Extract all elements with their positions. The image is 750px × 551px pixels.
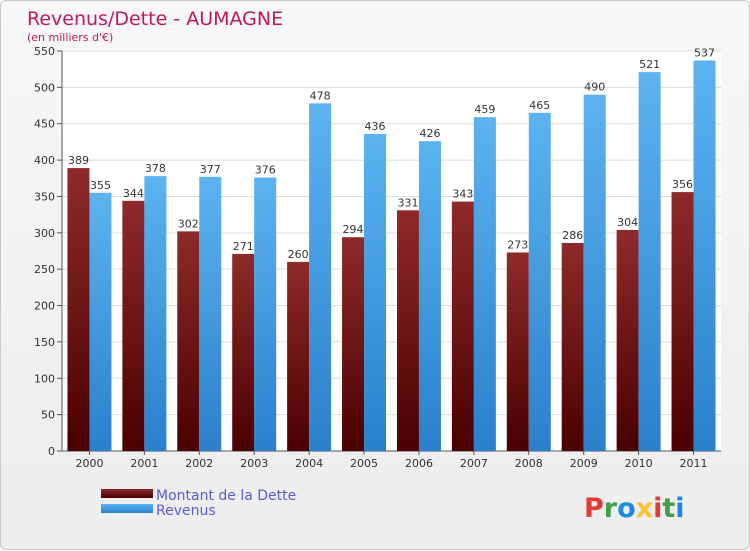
- x-tick-label: 2001: [130, 457, 158, 470]
- x-tick-label: 2000: [75, 457, 103, 470]
- legend-swatch-dette: [101, 489, 153, 498]
- legend-label-revenus: Revenus: [156, 503, 216, 519]
- data-label: 302: [178, 217, 199, 230]
- bar-revenus-2009: [583, 94, 606, 452]
- x-tick-label: 2003: [240, 457, 268, 470]
- bar-revenus-2008: [528, 112, 551, 452]
- x-tick-label: 2002: [185, 457, 213, 470]
- y-tick-label: 500: [34, 81, 55, 94]
- chart-title: Revenus/Dette - AUMAGNE: [27, 8, 283, 30]
- legend-label-dette: Montant de la Dette: [156, 488, 296, 504]
- y-tick-label: 50: [41, 409, 55, 422]
- logo-letter: t: [662, 493, 675, 524]
- bar-revenus-2011: [693, 60, 716, 452]
- x-tick-label: 2008: [515, 457, 543, 470]
- chart-subtitle: (en milliers d'€): [27, 31, 113, 44]
- y-tick-label: 150: [34, 336, 55, 349]
- data-label: 459: [474, 103, 495, 116]
- logo-letter: i: [653, 493, 662, 524]
- logo-letter: r: [604, 493, 618, 524]
- grid-lines: [62, 50, 721, 452]
- data-label: 294: [343, 223, 364, 236]
- data-label: 271: [233, 240, 254, 253]
- bar-dette-2008: [506, 252, 529, 451]
- data-label: 377: [200, 163, 221, 176]
- bar-dette-2003: [232, 253, 255, 451]
- data-label: 376: [255, 164, 276, 177]
- legend: Montant de la Dette Revenus: [101, 488, 296, 519]
- data-label: 331: [397, 196, 418, 209]
- bar-revenus-2010: [638, 72, 661, 451]
- bar-dette-2005: [342, 237, 365, 451]
- x-tick-label: 2004: [295, 457, 323, 470]
- data-label: 537: [694, 46, 715, 59]
- bar-dette-2004: [287, 261, 310, 451]
- bar-dette-2011: [671, 192, 694, 451]
- y-tick-label: 400: [34, 154, 55, 167]
- x-tick-label: 2010: [625, 457, 653, 470]
- bar-dette-2000: [67, 168, 90, 451]
- data-label: 356: [672, 178, 693, 191]
- plot-area: [62, 51, 721, 451]
- y-tick-label: 200: [34, 300, 55, 313]
- x-axis-ticks: 2000 2001 2002 2003 2004 2005 2006 2007 2008 2009…: [75, 451, 708, 470]
- bar-dette-2002: [177, 231, 200, 451]
- data-label: 378: [145, 162, 166, 175]
- proxiti-logo: Proxiti: [584, 493, 685, 524]
- y-tick-label: 350: [34, 190, 55, 203]
- data-label: 260: [288, 248, 309, 261]
- data-label: 286: [562, 229, 583, 242]
- data-label: 490: [584, 81, 605, 94]
- data-label: 304: [617, 216, 638, 229]
- data-label: 465: [529, 99, 550, 112]
- y-tick-label: 300: [34, 227, 55, 240]
- y-tick-label: 100: [34, 372, 55, 385]
- x-tick-label: 2011: [680, 457, 708, 470]
- logo-letter: x: [636, 493, 653, 524]
- data-label: 436: [365, 120, 386, 133]
- bar-dette-2001: [122, 200, 145, 451]
- bar-revenus-2002: [199, 176, 222, 451]
- data-label: 426: [419, 127, 440, 140]
- bar-dette-2009: [561, 243, 584, 451]
- data-label: 273: [507, 238, 528, 251]
- y-tick-label: 250: [34, 263, 55, 276]
- bar-revenus-2004: [309, 103, 332, 451]
- bar-revenus-2001: [144, 176, 167, 451]
- bar-revenus-2000: [89, 192, 112, 451]
- bar-dette-2007: [451, 201, 474, 451]
- data-label: 521: [639, 58, 660, 71]
- bar-dette-2006: [396, 210, 419, 451]
- y-tick-label: 450: [34, 118, 55, 131]
- x-tick-label: 2009: [570, 457, 598, 470]
- y-tick-label: 0: [48, 445, 55, 458]
- data-label: 478: [310, 89, 331, 102]
- bar-dette-2010: [616, 229, 639, 451]
- data-label: 389: [68, 154, 89, 167]
- y-axis-ticks: 0 50 100 150 200 250 300 350 400 450 500 550: [34, 45, 721, 458]
- logo-letter: P: [584, 493, 604, 524]
- bar-revenus-2005: [364, 133, 387, 451]
- bar-revenus-2007: [473, 117, 496, 451]
- y-tick-label: 550: [34, 45, 55, 58]
- data-label: 355: [90, 179, 111, 192]
- data-label: 343: [452, 188, 473, 201]
- x-tick-label: 2007: [460, 457, 488, 470]
- x-tick-label: 2005: [350, 457, 378, 470]
- legend-swatch-revenus: [101, 504, 153, 513]
- bar-revenus-2006: [418, 141, 441, 451]
- data-label: 344: [123, 187, 144, 200]
- bar-revenus-2003: [254, 177, 277, 451]
- logo-letter: o: [617, 493, 636, 524]
- x-tick-label: 2006: [405, 457, 433, 470]
- logo-letter: i: [675, 493, 684, 524]
